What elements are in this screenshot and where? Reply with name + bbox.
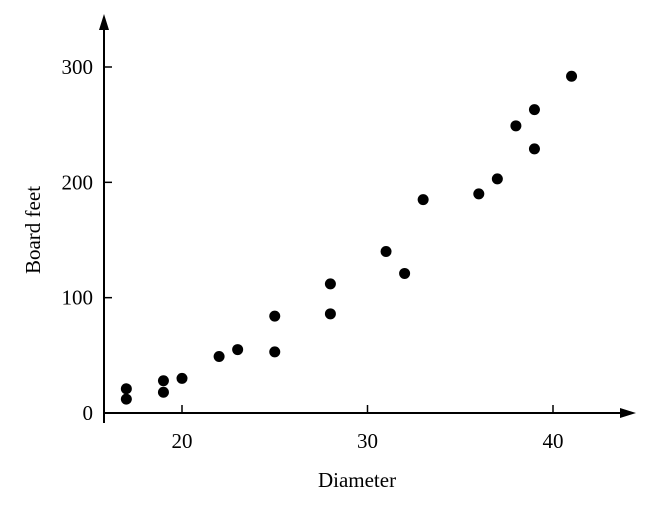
y-tick-label: 200 <box>62 170 94 194</box>
x-axis-title: Diameter <box>318 468 396 492</box>
data-point <box>269 346 281 358</box>
data-point <box>120 393 132 405</box>
x-ticks: 20 30 40 <box>172 405 564 453</box>
data-point <box>324 308 336 320</box>
data-point <box>157 386 169 398</box>
data-point <box>213 350 225 362</box>
data-point <box>566 70 578 82</box>
data-point <box>528 143 540 155</box>
data-point <box>176 372 188 384</box>
y-axis-title: Board feet <box>21 186 45 274</box>
x-tick-label: 40 <box>543 429 564 453</box>
data-point <box>232 344 244 356</box>
y-tick-label: 300 <box>62 55 94 79</box>
data-point <box>473 188 485 200</box>
data-point <box>491 173 503 185</box>
x-axis-arrowhead <box>620 408 636 418</box>
data-point <box>417 194 429 206</box>
data-points <box>120 70 578 405</box>
data-point <box>120 383 132 395</box>
data-point <box>324 278 336 290</box>
axes <box>99 14 636 423</box>
x-tick-label: 30 <box>357 429 378 453</box>
data-point <box>380 246 392 258</box>
data-point <box>528 104 540 116</box>
y-axis-arrowhead <box>99 14 109 30</box>
data-point <box>269 310 281 322</box>
data-point <box>157 375 169 387</box>
x-tick-label: 20 <box>172 429 193 453</box>
y-tick-label: 0 <box>83 401 94 425</box>
data-point <box>510 120 522 132</box>
y-ticks: 0 100 200 300 <box>62 55 112 425</box>
data-point <box>399 267 411 279</box>
y-tick-label: 100 <box>62 286 94 310</box>
